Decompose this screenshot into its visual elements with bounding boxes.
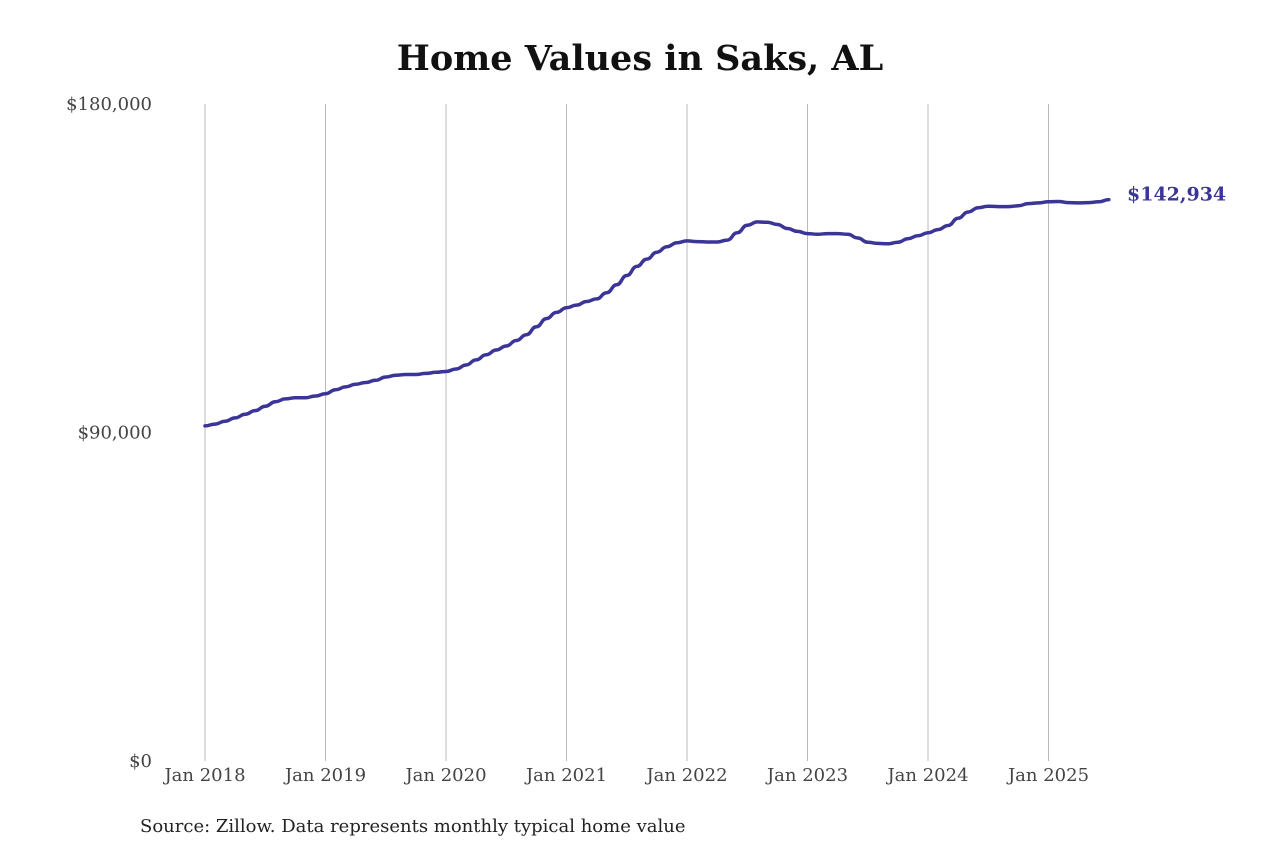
x-tick-label: Jan 2021: [524, 765, 607, 786]
x-tick-label: Jan 2022: [644, 765, 727, 786]
x-axis-ticks: Jan 2018 Jan 2019 Jan 2020 Jan 2021 Jan 2022…: [162, 765, 1089, 786]
grid-lines: [204, 104, 1049, 761]
x-tick-label: Jan 2023: [765, 765, 848, 786]
y-tick-label: $0: [129, 751, 152, 772]
y-tick-label: $180,000: [66, 94, 152, 115]
chart-title: Home Values in Saks, AL: [396, 38, 884, 79]
x-tick-label: Jan 2018: [162, 765, 245, 786]
x-tick-label: Jan 2024: [885, 765, 968, 786]
x-tick-label: Jan 2020: [403, 765, 486, 786]
y-axis-ticks: $0 $90,000 $180,000: [66, 94, 152, 772]
end-value-label: $142,934: [1127, 184, 1226, 206]
y-tick-label: $90,000: [78, 423, 152, 444]
x-tick-label: Jan 2019: [283, 765, 366, 786]
series-layer: $142,934: [203, 184, 1226, 428]
x-tick-label: Jan 2025: [1006, 765, 1089, 786]
series-line: [203, 197, 1111, 428]
source-note: Source: Zillow. Data represents monthly …: [140, 816, 686, 837]
